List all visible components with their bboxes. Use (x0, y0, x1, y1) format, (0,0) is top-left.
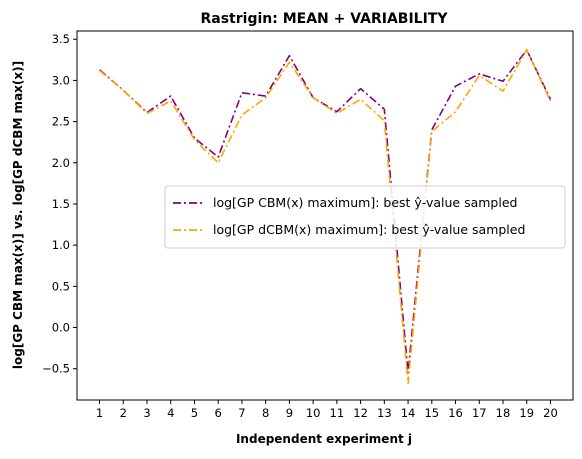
x-tick-label: 8 (262, 406, 269, 420)
x-tick-label: 13 (377, 406, 392, 420)
axes-frame (76, 30, 574, 401)
x-axis-label: Independent experiment j (236, 432, 412, 446)
y-tick-label: −0.5 (42, 362, 70, 376)
y-tick-label: 1.5 (52, 197, 70, 211)
x-tick-label: 19 (519, 406, 534, 420)
x-tick-label: 7 (238, 406, 245, 420)
legend-label-cbm: log[GP CBM(x) maximum]: best ŷ-value sam… (213, 195, 517, 210)
x-tick-label: 9 (286, 406, 293, 420)
y-tick-label: 0.5 (52, 279, 70, 293)
x-tick-label: 5 (191, 406, 198, 420)
x-tick-label: 6 (215, 406, 222, 420)
legend-box (164, 185, 566, 249)
y-tick-label: 1.0 (52, 238, 70, 252)
y-tick-label: 3.0 (52, 73, 70, 87)
plot-area (99, 49, 552, 385)
series-line-0 (99, 49, 552, 374)
x-axis: 1 2 3 4 5 6 7 8 9 10 11 12 13 14 15 16 17 18 19 20 (96, 400, 558, 420)
x-tick-label: 4 (167, 406, 174, 420)
x-tick-label: 3 (143, 406, 150, 420)
y-axis-label: log[GP CBM max(x)] vs. log[GP dCBM max(x… (11, 61, 25, 369)
y-tick-label: 2.0 (52, 156, 70, 170)
legend-label-dcbm: log[GP dCBM(x) maximum]: best ŷ-value sa… (213, 222, 525, 237)
y-tick-label: 3.5 (52, 32, 70, 46)
x-tick-label: 17 (472, 406, 487, 420)
x-tick-label: 18 (496, 406, 511, 420)
x-tick-label: 10 (306, 406, 321, 420)
x-tick-label: 1 (96, 406, 103, 420)
chart-title: Rastrigin: MEAN + VARIABILITY (201, 11, 449, 27)
y-tick-label: 2.5 (52, 115, 70, 129)
y-axis: −0.5 0.0 0.5 1.0 1.5 2.0 2.5 3.0 3.5 (42, 32, 77, 376)
x-tick-label: 15 (424, 406, 439, 420)
x-tick-label: 14 (401, 406, 416, 420)
series-line-1 (99, 49, 552, 385)
legend: log[GP CBM(x) maximum]: best ŷ-value sam… (164, 185, 566, 249)
x-tick-label: 12 (353, 406, 368, 420)
x-tick-label: 16 (448, 406, 463, 420)
y-tick-label: 0.0 (52, 321, 70, 335)
x-tick-label: 20 (543, 406, 558, 420)
x-tick-label: 2 (120, 406, 127, 420)
x-tick-label: 11 (330, 406, 345, 420)
